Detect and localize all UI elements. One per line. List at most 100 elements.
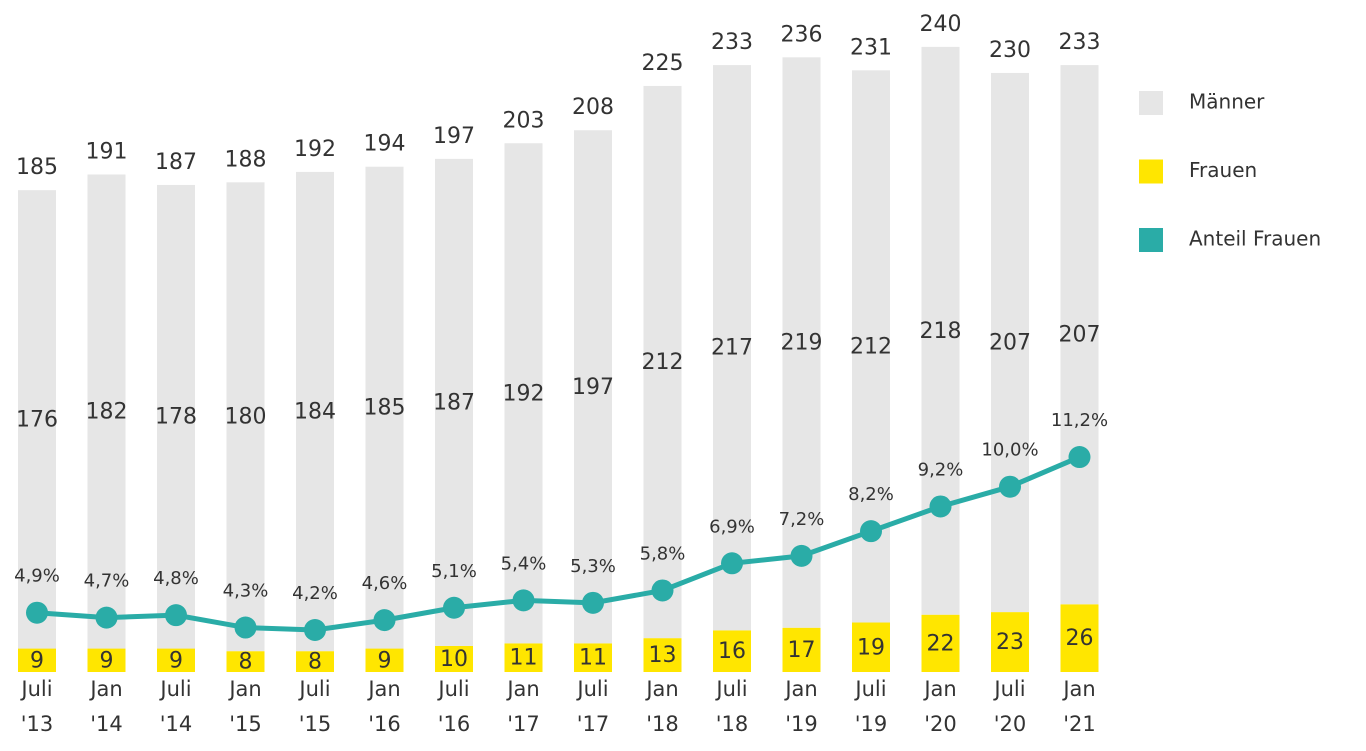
x-tick-label: Jan '15 <box>227 677 261 736</box>
bar-value-label: 192 <box>503 381 545 406</box>
x-tick-label: Jan '20 <box>922 677 956 736</box>
line-point <box>373 609 396 632</box>
bar-segment <box>1060 604 1099 672</box>
line-point <box>790 544 813 567</box>
bar-value-label: 11 <box>579 646 607 671</box>
line-value-label: 10,0% <box>981 440 1038 461</box>
bar-value-label: 178 <box>155 405 197 430</box>
bar-value-label: 212 <box>850 334 892 359</box>
line-value-label: 9,2% <box>918 459 964 480</box>
line-point <box>95 606 118 629</box>
bar-segment <box>157 184 195 649</box>
line-point <box>512 589 535 612</box>
bar-value-label: 212 <box>642 350 684 375</box>
bar-segment <box>991 612 1029 672</box>
total-label: 188 <box>225 147 267 172</box>
bar-value-label: 13 <box>649 643 677 668</box>
bar-segment <box>921 614 960 672</box>
bar-segment <box>296 651 334 672</box>
bar-segment <box>1060 65 1099 605</box>
bar-value-label: 9 <box>100 648 114 673</box>
x-tick-label: Jan '21 <box>1061 677 1095 736</box>
bar-value-label: 197 <box>572 375 614 400</box>
bar-value-label: 8 <box>308 650 322 675</box>
bar-value-label: 180 <box>225 405 267 430</box>
x-tick-label: Juli '20 <box>992 677 1026 736</box>
bar-value-label: 187 <box>433 390 475 415</box>
legend-label: Männer <box>1189 90 1265 114</box>
bar-segment <box>226 182 265 652</box>
line-value-label: 5,8% <box>640 543 686 564</box>
line <box>36 454 1081 633</box>
x-tick-label: Juli '17 <box>575 677 609 736</box>
bar-segment <box>782 627 821 672</box>
bar-segment <box>852 622 890 672</box>
x-tick-label: Juli '14 <box>158 677 192 736</box>
bar-segment <box>226 651 265 672</box>
legend-swatch <box>1139 228 1163 252</box>
line-point <box>234 616 257 639</box>
total-label: 191 <box>86 140 128 165</box>
line-point <box>929 495 952 518</box>
total-label: 197 <box>433 124 475 149</box>
x-tick-label: Juli '16 <box>436 677 470 736</box>
bar-segment <box>157 648 195 672</box>
bar-value-label: 8 <box>239 650 253 675</box>
bar-value-label: 185 <box>364 396 406 421</box>
total-label: 194 <box>364 132 406 157</box>
bar-value-label: 11 <box>510 646 538 671</box>
x-tick-label: Juli '13 <box>19 677 53 736</box>
bar-segment <box>574 643 612 672</box>
bar-segment <box>18 648 56 672</box>
bar-value-label: 207 <box>1059 323 1101 348</box>
x-tick-label: Juli '19 <box>853 677 887 736</box>
line-point <box>1068 446 1091 469</box>
x-tick-label: Jan '17 <box>505 677 539 736</box>
line-point <box>304 619 326 641</box>
x-tick-label: Jan '14 <box>88 677 122 736</box>
bar-segment <box>991 72 1029 613</box>
total-label: 185 <box>16 155 58 180</box>
total-label: 233 <box>711 30 753 55</box>
bar-segment <box>574 130 612 644</box>
line-value-label: 4,9% <box>14 566 60 587</box>
bar-segment <box>643 85 682 639</box>
bar-value-label: 26 <box>1066 626 1094 651</box>
bar-segment <box>365 648 404 672</box>
line-value-label: 5,3% <box>570 556 616 577</box>
x-tick-label: Juli '18 <box>714 677 748 736</box>
bar-value-label: 9 <box>30 648 44 673</box>
line-value-label: 8,2% <box>848 484 894 505</box>
line-point <box>165 604 187 627</box>
total-label: 236 <box>781 22 823 47</box>
bar-segment <box>18 190 56 649</box>
total-label: 225 <box>642 51 684 76</box>
bar-segment <box>713 630 751 672</box>
bar-value-label: 176 <box>16 407 58 432</box>
line-value-label: 4,3% <box>223 581 269 602</box>
line-value-label: 4,8% <box>153 568 199 589</box>
bar-segment <box>365 166 404 649</box>
line-value-label: 5,1% <box>431 561 477 582</box>
total-label: 231 <box>850 35 892 60</box>
x-tick-label: Jan '16 <box>366 677 400 736</box>
total-label: 192 <box>294 137 336 162</box>
line-value-label: 6,9% <box>709 516 755 537</box>
total-label: 187 <box>155 150 197 175</box>
legend-swatch <box>1139 91 1163 115</box>
line-point <box>26 601 48 624</box>
bar-value-label: 217 <box>711 336 753 361</box>
bar-segment <box>504 643 543 672</box>
bar-segment <box>504 143 543 644</box>
line-point <box>860 520 882 543</box>
bar-value-label: 184 <box>294 400 336 425</box>
bar-segment <box>643 638 682 672</box>
total-label: 203 <box>503 108 545 133</box>
line-value-label: 11,2% <box>1051 410 1108 431</box>
bar-value-label: 219 <box>781 331 823 356</box>
bar-value-label: 19 <box>857 635 885 660</box>
bar-value-label: 9 <box>378 648 392 673</box>
line-point <box>721 552 743 575</box>
bar-segment <box>782 57 821 628</box>
